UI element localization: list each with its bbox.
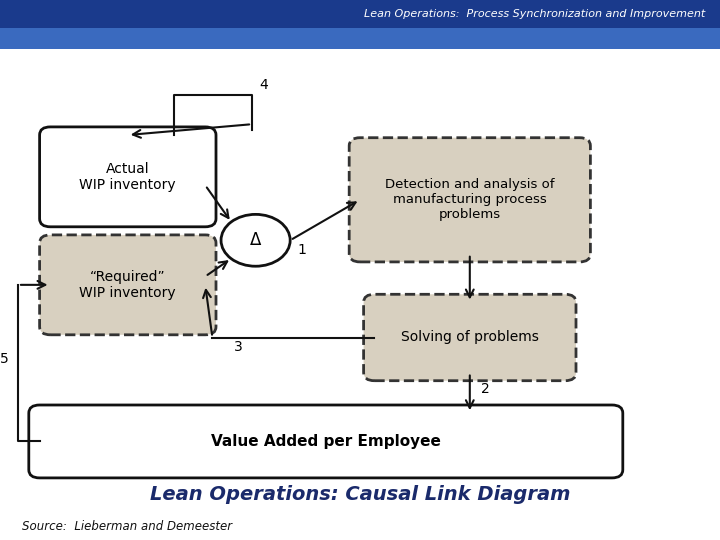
Text: “Required”
WIP inventory: “Required” WIP inventory [79, 270, 176, 300]
Text: Lean Operations: Causal Link Diagram: Lean Operations: Causal Link Diagram [150, 484, 570, 504]
Text: Detection and analysis of
manufacturing process
problems: Detection and analysis of manufacturing … [385, 178, 554, 221]
Text: 3: 3 [234, 340, 243, 354]
Circle shape [221, 214, 290, 266]
Bar [0, 0, 720, 28]
Text: Lean Operations:  Process Synchronization and Improvement: Lean Operations: Process Synchronization… [364, 9, 706, 19]
Text: 4: 4 [259, 78, 268, 92]
FancyBboxPatch shape [40, 127, 216, 227]
Text: Source:  Lieberman and Demeester: Source: Lieberman and Demeester [22, 520, 232, 533]
Text: Value Added per Employee: Value Added per Employee [211, 434, 441, 449]
Text: 5: 5 [0, 352, 9, 366]
FancyBboxPatch shape [349, 138, 590, 262]
Bar [0, 28, 720, 49]
FancyBboxPatch shape [29, 405, 623, 478]
FancyBboxPatch shape [40, 235, 216, 335]
Text: 2: 2 [481, 382, 490, 396]
Text: Solving of problems: Solving of problems [401, 330, 539, 345]
FancyBboxPatch shape [364, 294, 576, 381]
Text: Δ: Δ [250, 231, 261, 249]
Text: Actual
WIP inventory: Actual WIP inventory [79, 162, 176, 192]
Text: 1: 1 [297, 243, 306, 257]
